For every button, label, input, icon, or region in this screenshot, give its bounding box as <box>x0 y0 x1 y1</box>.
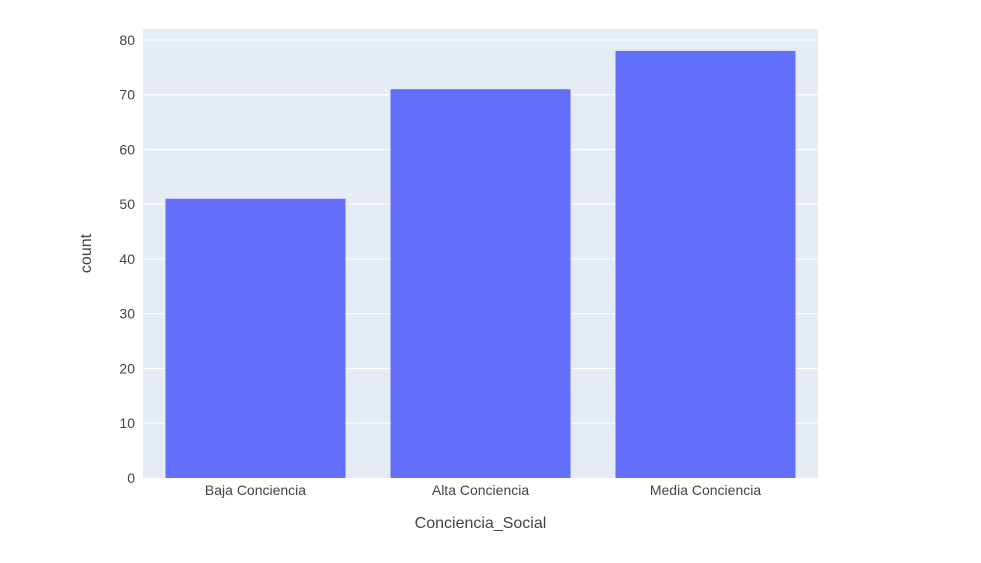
y-tick-label: 0 <box>127 470 135 486</box>
y-tick-label: 40 <box>119 251 135 267</box>
y-tick-label: 60 <box>119 141 135 157</box>
y-tick-label: 70 <box>119 87 135 103</box>
x-tick-label: Media Conciencia <box>650 482 761 498</box>
x-tick-label: Alta Conciencia <box>432 482 529 498</box>
y-axis-title: count <box>78 233 95 273</box>
y-tick-label: 30 <box>119 306 135 322</box>
bar-media-conciencia[interactable] <box>615 50 796 479</box>
bar-alta-conciencia[interactable] <box>390 89 571 479</box>
y-tick-label: 50 <box>119 196 135 212</box>
y-tick-label: 20 <box>119 360 135 376</box>
y-tick-label: 80 <box>119 32 135 48</box>
x-axis-ticks: Baja Conciencia Alta Conciencia Media Conc… <box>205 482 761 498</box>
y-tick-label: 10 <box>119 415 135 431</box>
y-axis-ticks: 0 10 20 30 40 50 60 70 80 <box>119 32 135 486</box>
bar-baja-conciencia[interactable] <box>165 198 346 478</box>
bars <box>165 50 796 479</box>
x-axis-title: Conciencia_Social <box>415 515 547 532</box>
x-tick-label: Baja Conciencia <box>205 482 306 498</box>
